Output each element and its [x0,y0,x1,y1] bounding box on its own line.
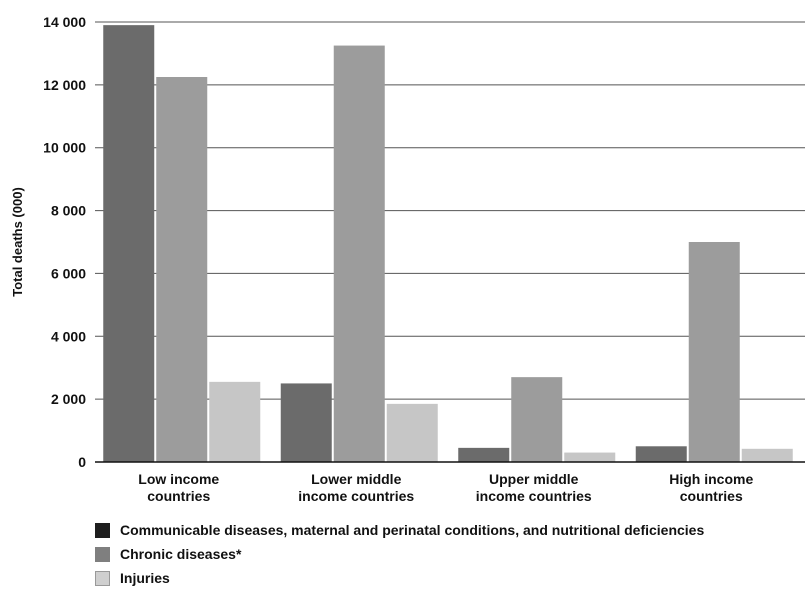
gridlines [95,21,805,400]
legend-swatch-communicable [95,522,110,538]
bar-injuries [209,381,261,462]
legend: Communicable diseases, maternal and peri… [95,518,704,590]
bar-injuries [386,403,438,462]
y-tick-label: 6 000 [51,265,86,281]
bar-injuries [564,452,616,462]
bar-communicable [458,447,510,462]
bar-chronic [511,377,563,462]
bar-chronic [688,242,740,462]
y-tick-label: 14 000 [43,14,86,30]
legend-item-chronic: Chronic diseases* [95,542,704,566]
bar-communicable [280,383,332,462]
y-tick-label: 8 000 [51,203,86,219]
bar-communicable [103,25,155,463]
x-category-labels: Low income countries Lower middle income co… [138,471,753,504]
legend-item-communicable: Communicable diseases, maternal and peri… [95,518,704,542]
legend-swatch-chronic [95,546,110,562]
legend-item-injuries: Injuries [95,566,704,590]
y-axis-label: Total deaths (000) [10,187,25,297]
bar-chronic [333,45,385,462]
bar-injuries [741,448,793,462]
legend-swatch-injuries [95,570,110,586]
y-tick-label: 0 [78,454,86,470]
legend-label-chronic: Chronic diseases* [120,546,242,562]
y-tick-label: 10 000 [43,140,86,156]
x-category-label: Upper middle income countries [476,471,592,504]
y-tick-label: 12 000 [43,77,86,93]
bars [103,25,793,463]
bar-chronic [156,77,208,462]
y-tick-labels: 0 2 000 4 000 6 000 8 000 10 000 12 000 14 000 [43,14,86,470]
x-category-label: Low income countries [138,471,219,504]
legend-label-communicable: Communicable diseases, maternal and peri… [120,522,705,538]
y-tick-label: 4 000 [51,328,86,344]
y-tick-label: 2 000 [51,391,86,407]
bar-communicable [635,446,687,462]
legend-label-injuries: Injuries [120,570,170,586]
x-category-label: Lower middle income countries [298,471,414,504]
x-category-label: High income countries [669,471,753,504]
